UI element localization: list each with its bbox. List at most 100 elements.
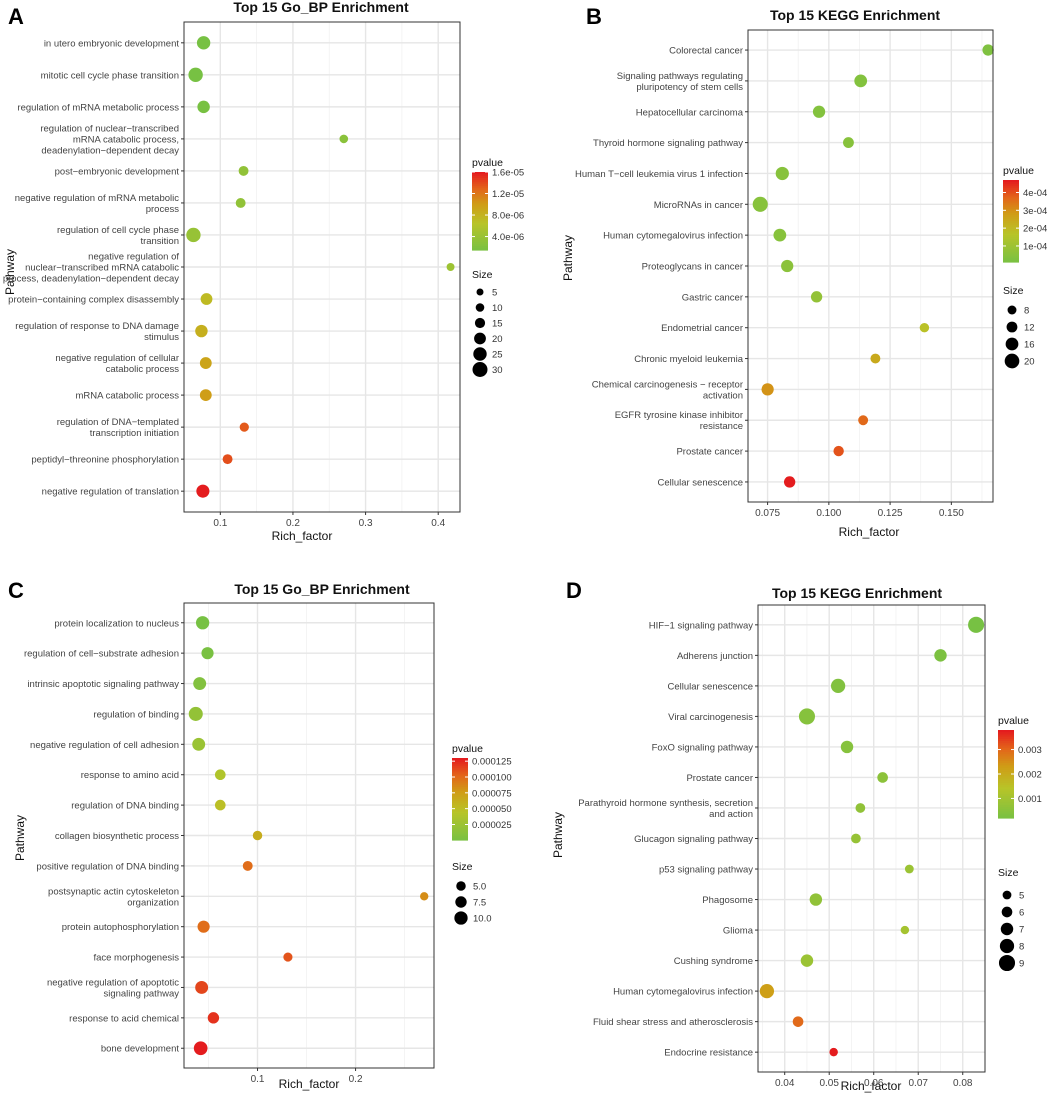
y-axis-title: Pathway — [3, 249, 17, 295]
size-legend-dot — [1001, 906, 1013, 918]
color-bar-segment — [998, 778, 1014, 782]
data-point — [197, 100, 210, 114]
size-legend-label: 16 — [1024, 340, 1035, 351]
data-point — [900, 925, 910, 935]
color-bar-segment — [452, 821, 468, 825]
color-bar-segment — [472, 222, 488, 226]
size-legend-label: 10.0 — [473, 914, 492, 925]
data-point — [197, 920, 210, 933]
category-label: collagen biosynthetic process — [55, 831, 179, 842]
x-tick-label: 0.08 — [953, 1078, 973, 1089]
color-bar-segment — [452, 762, 468, 765]
data-point — [339, 134, 349, 144]
color-bar-segment — [1003, 255, 1019, 259]
category-label: p53 signaling pathway — [659, 865, 753, 876]
color-bar-segment — [472, 185, 488, 189]
size-legend-title: Size — [1003, 285, 1024, 297]
data-point — [235, 198, 246, 208]
color-bar-segment — [1003, 257, 1019, 261]
color-legend-label: 0.003 — [1018, 745, 1042, 756]
color-bar-segment — [472, 232, 488, 235]
panel-label-b: B — [586, 4, 602, 29]
x-tick-label: 0.150 — [939, 508, 964, 519]
data-point — [446, 263, 455, 271]
data-point — [809, 893, 823, 906]
color-legend-label: 1.2e-05 — [492, 189, 524, 200]
x-tick-label: 0.07 — [909, 1078, 929, 1089]
color-bar-segment — [1003, 184, 1019, 187]
category-label: negative regulation of apoptotic signalin… — [47, 977, 179, 999]
category-label: Chemical carcinogenesis − receptor activa… — [592, 379, 743, 401]
data-point — [855, 803, 866, 813]
color-bar-segment — [1003, 190, 1019, 193]
size-legend-dot — [455, 896, 467, 908]
category-label: FoxO signaling pathway — [652, 742, 754, 753]
color-bar-segment — [1003, 243, 1019, 247]
data-point — [283, 952, 293, 962]
panel-a: A Top 15 Go_BP Enrichment Rich_factor Pa… — [3, 0, 524, 543]
data-point — [195, 616, 210, 630]
data-point — [904, 864, 914, 874]
color-bar-segment — [1003, 202, 1019, 206]
data-point — [195, 324, 208, 338]
category-label: Cellular senescence — [667, 681, 753, 692]
color-bar-segment — [1003, 218, 1019, 222]
color-bar-segment — [472, 203, 488, 206]
color-bar-segment — [472, 193, 488, 196]
panel-label-d: D — [566, 578, 582, 603]
size-legend-label: 6 — [1019, 908, 1024, 919]
category-label: Human cytomegalovirus infection — [613, 987, 753, 998]
category-label: Prostate cancer — [686, 773, 753, 784]
color-bar-segment — [472, 172, 488, 175]
x-axis-ticks: 0.1 0.2 0.3 0.4 — [213, 512, 446, 529]
color-legend-label: 1e-04 — [1023, 241, 1047, 252]
color-bar-segment — [452, 764, 468, 767]
size-legend-label: 20 — [492, 334, 503, 345]
color-bar-segment — [472, 216, 488, 220]
color-bar-segment — [1003, 188, 1019, 191]
size-legend-dot — [454, 911, 468, 925]
category-label: Human cytomegalovirus infection — [603, 231, 743, 242]
category-label: face morphogenesis — [93, 953, 179, 964]
data-point — [252, 830, 263, 841]
category-label: Signaling pathways regulating pluripotenc… — [617, 71, 743, 93]
data-point — [858, 415, 869, 426]
color-bar-segment — [452, 790, 468, 794]
color-bar-segment — [998, 811, 1014, 815]
color-bar-segment — [472, 199, 488, 202]
data-point — [919, 322, 930, 333]
color-bar-segment — [472, 214, 488, 218]
color-legend-title: pvalue — [998, 715, 1029, 727]
color-legend-label: 0.000125 — [472, 757, 512, 768]
color-bar-segment — [472, 238, 488, 241]
color-legend: 1.6e-05 1.2e-05 8.0e-06 4.0e-06 — [472, 168, 524, 251]
size-legend-label: 20 — [1024, 357, 1035, 368]
data-point — [214, 769, 226, 781]
color-bar-segment — [998, 741, 1014, 744]
category-label: mRNA catabolic process — [76, 391, 180, 402]
color-legend: 4e-04 3e-04 2e-04 1e-04 — [1003, 180, 1047, 263]
size-legend-dot — [1005, 337, 1019, 351]
category-label: Endometrial cancer — [661, 323, 743, 334]
category-label: Glucagon signaling pathway — [634, 834, 753, 845]
category-label: Endocrine resistance — [664, 1048, 753, 1059]
color-bar-segment — [452, 831, 468, 835]
color-bar-segment — [472, 226, 488, 230]
size-legend-label: 7 — [1019, 925, 1024, 936]
color-bar-segment — [452, 788, 468, 792]
color-bar-segment — [472, 205, 488, 208]
color-bar-segment — [1003, 223, 1019, 226]
x-tick-label: 0.1 — [251, 1074, 265, 1085]
color-bar-segment — [1003, 180, 1019, 183]
category-labels: protein localization to nucleus regulatio… — [24, 618, 184, 1055]
color-bar-segment — [472, 220, 488, 224]
category-label: postsynaptic actin cytoskeleton organizat… — [48, 886, 179, 908]
color-legend-label: 0.000025 — [472, 820, 512, 831]
color-bar-segment — [1003, 237, 1019, 241]
category-label: Viral carcinogenesis — [668, 712, 753, 723]
color-bar-segment — [452, 772, 468, 775]
data-points — [759, 616, 985, 1057]
x-tick-label: 0.125 — [878, 508, 903, 519]
color-bar-segment — [452, 835, 468, 839]
color-bar-segment — [472, 201, 488, 204]
